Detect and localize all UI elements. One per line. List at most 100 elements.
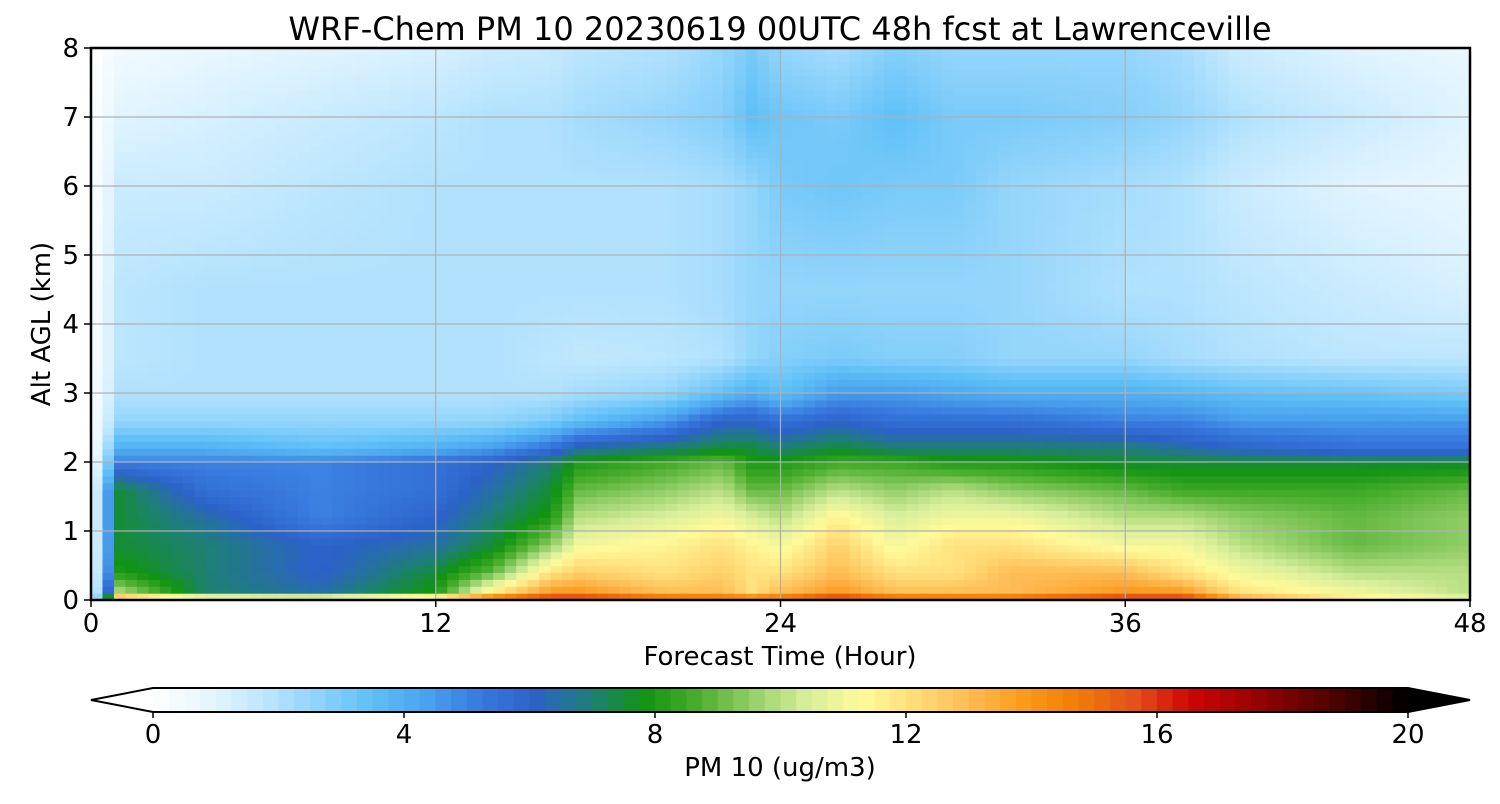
heatmap-cell	[895, 462, 908, 470]
heatmap-cell	[814, 593, 828, 600]
heatmap-cell	[159, 427, 173, 435]
heatmap-cell	[1113, 586, 1126, 594]
heatmap-cell	[1113, 372, 1126, 380]
heatmap-cell	[136, 324, 150, 332]
heatmap-cell	[642, 482, 655, 491]
heatmap-cell	[1274, 337, 1287, 346]
heatmap-cell	[642, 531, 655, 539]
heatmap-cell	[1079, 379, 1092, 387]
heatmap-cell	[791, 434, 805, 442]
heatmap-cell	[527, 489, 540, 498]
heatmap-cell	[539, 379, 552, 387]
heatmap-cell	[1251, 462, 1264, 470]
heatmap-cell	[1159, 365, 1172, 373]
heatmap-cell	[769, 406, 782, 415]
heatmap-cell	[1010, 551, 1023, 560]
heatmap-cell	[780, 420, 793, 429]
heatmap-cell	[194, 586, 207, 594]
heatmap-cell	[424, 579, 437, 587]
heatmap-cell	[941, 531, 954, 539]
heatmap-cell	[1205, 558, 1218, 567]
heatmap-cell	[171, 468, 184, 477]
heatmap-cell	[125, 503, 138, 511]
heatmap-cell	[654, 420, 667, 429]
heatmap-cell	[562, 468, 575, 477]
heatmap-cell	[860, 386, 874, 394]
heatmap-cell	[1366, 586, 1379, 594]
heatmap-cell	[504, 468, 517, 477]
heatmap-cell	[401, 579, 414, 587]
heatmap-cell	[1125, 434, 1138, 442]
heatmap-cell	[148, 572, 161, 580]
heatmap-cell	[1182, 510, 1195, 518]
heatmap-cell	[677, 365, 690, 373]
heatmap-cell	[918, 544, 931, 553]
heatmap-cell	[1217, 565, 1230, 573]
heatmap-cell	[1401, 510, 1414, 518]
heatmap-cell	[1148, 579, 1161, 587]
heatmap-cell	[723, 317, 736, 325]
heatmap-cell	[1194, 344, 1207, 353]
heatmap-cell	[688, 558, 701, 567]
heatmap-cell	[91, 586, 104, 594]
heatmap-cell	[1044, 399, 1057, 408]
heatmap-cell	[1159, 448, 1172, 456]
heatmap-cell	[171, 572, 184, 580]
heatmap-cell	[734, 310, 747, 318]
heatmap-cell	[642, 551, 655, 560]
heatmap-cell	[1263, 496, 1276, 504]
heatmap-cell	[826, 344, 839, 353]
heatmap-cell	[562, 386, 575, 394]
heatmap-cell	[481, 455, 494, 463]
heatmap-cell	[1090, 448, 1103, 456]
heatmap-cell	[619, 406, 632, 415]
heatmap-cell	[1366, 565, 1379, 573]
heatmap-cell	[366, 537, 379, 546]
heatmap-cell	[447, 593, 460, 600]
heatmap-cell	[837, 310, 851, 318]
heatmap-cell	[1332, 558, 1345, 567]
heatmap-cell	[1159, 537, 1172, 546]
heatmap-cell	[1366, 503, 1379, 511]
heatmap-cell	[1102, 406, 1115, 415]
heatmap-cell	[1217, 579, 1230, 587]
heatmap-cell	[654, 441, 667, 449]
heatmap-cell	[194, 565, 207, 573]
heatmap-cell	[1366, 482, 1379, 491]
heatmap-cell	[573, 310, 586, 318]
heatmap-cell	[1263, 420, 1276, 429]
heatmap-cell	[860, 455, 874, 463]
heatmap-cell	[412, 455, 425, 463]
heatmap-cell	[837, 441, 851, 449]
heatmap-cell	[1378, 565, 1391, 573]
heatmap-cell	[320, 386, 333, 394]
heatmap-cell	[1412, 365, 1425, 373]
heatmap-cell	[1412, 524, 1425, 532]
heatmap-cell	[619, 544, 632, 553]
heatmap-cell	[136, 420, 150, 429]
heatmap-cell	[1136, 344, 1149, 353]
heatmap-cell	[562, 310, 575, 318]
heatmap-cell	[1401, 579, 1414, 587]
heatmap-cell	[573, 441, 586, 449]
heatmap-cell	[274, 558, 287, 567]
heatmap-cell	[1044, 379, 1057, 387]
heatmap-cell	[355, 441, 368, 449]
heatmap-cell	[1021, 351, 1034, 360]
heatmap-cell	[378, 365, 391, 373]
heatmap-cell	[952, 531, 965, 539]
heatmap-cell	[1297, 517, 1310, 525]
heatmap-cell	[791, 544, 805, 553]
heatmap-cell	[355, 330, 368, 339]
heatmap-cell	[1389, 427, 1402, 435]
heatmap-cell	[677, 351, 690, 360]
heatmap-cell	[631, 593, 644, 600]
heatmap-cell	[171, 337, 184, 346]
heatmap-cell	[320, 462, 333, 470]
heatmap-cell	[297, 351, 310, 360]
heatmap-cell	[734, 372, 747, 380]
heatmap-cell	[700, 351, 713, 360]
heatmap-cell	[814, 482, 828, 491]
heatmap-cell	[1389, 365, 1402, 373]
heatmap-cell	[240, 503, 253, 511]
